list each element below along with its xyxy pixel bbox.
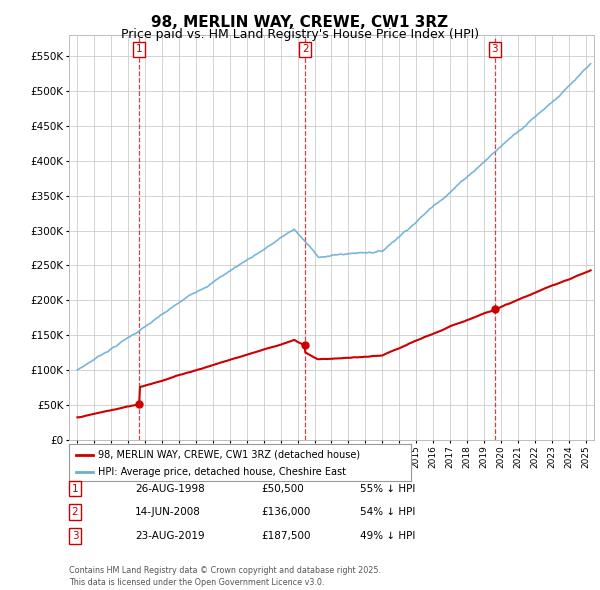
Text: £187,500: £187,500 (261, 531, 311, 540)
Text: £136,000: £136,000 (261, 507, 310, 517)
Text: 26-AUG-1998: 26-AUG-1998 (135, 484, 205, 493)
Text: 98, MERLIN WAY, CREWE, CW1 3RZ (detached house): 98, MERLIN WAY, CREWE, CW1 3RZ (detached… (98, 450, 360, 460)
Text: Price paid vs. HM Land Registry's House Price Index (HPI): Price paid vs. HM Land Registry's House … (121, 28, 479, 41)
Text: 2: 2 (302, 44, 308, 54)
Text: Contains HM Land Registry data © Crown copyright and database right 2025.
This d: Contains HM Land Registry data © Crown c… (69, 566, 381, 587)
Text: 2: 2 (71, 507, 79, 517)
Text: 3: 3 (71, 531, 79, 540)
Text: 1: 1 (71, 484, 79, 493)
Text: 3: 3 (491, 44, 498, 54)
Text: 23-AUG-2019: 23-AUG-2019 (135, 531, 205, 540)
Text: 49% ↓ HPI: 49% ↓ HPI (360, 531, 415, 540)
Text: 55% ↓ HPI: 55% ↓ HPI (360, 484, 415, 493)
Text: £50,500: £50,500 (261, 484, 304, 493)
Text: HPI: Average price, detached house, Cheshire East: HPI: Average price, detached house, Ches… (98, 467, 346, 477)
Text: 14-JUN-2008: 14-JUN-2008 (135, 507, 201, 517)
Text: 54% ↓ HPI: 54% ↓ HPI (360, 507, 415, 517)
Text: 98, MERLIN WAY, CREWE, CW1 3RZ: 98, MERLIN WAY, CREWE, CW1 3RZ (151, 15, 449, 30)
Text: 1: 1 (136, 44, 143, 54)
